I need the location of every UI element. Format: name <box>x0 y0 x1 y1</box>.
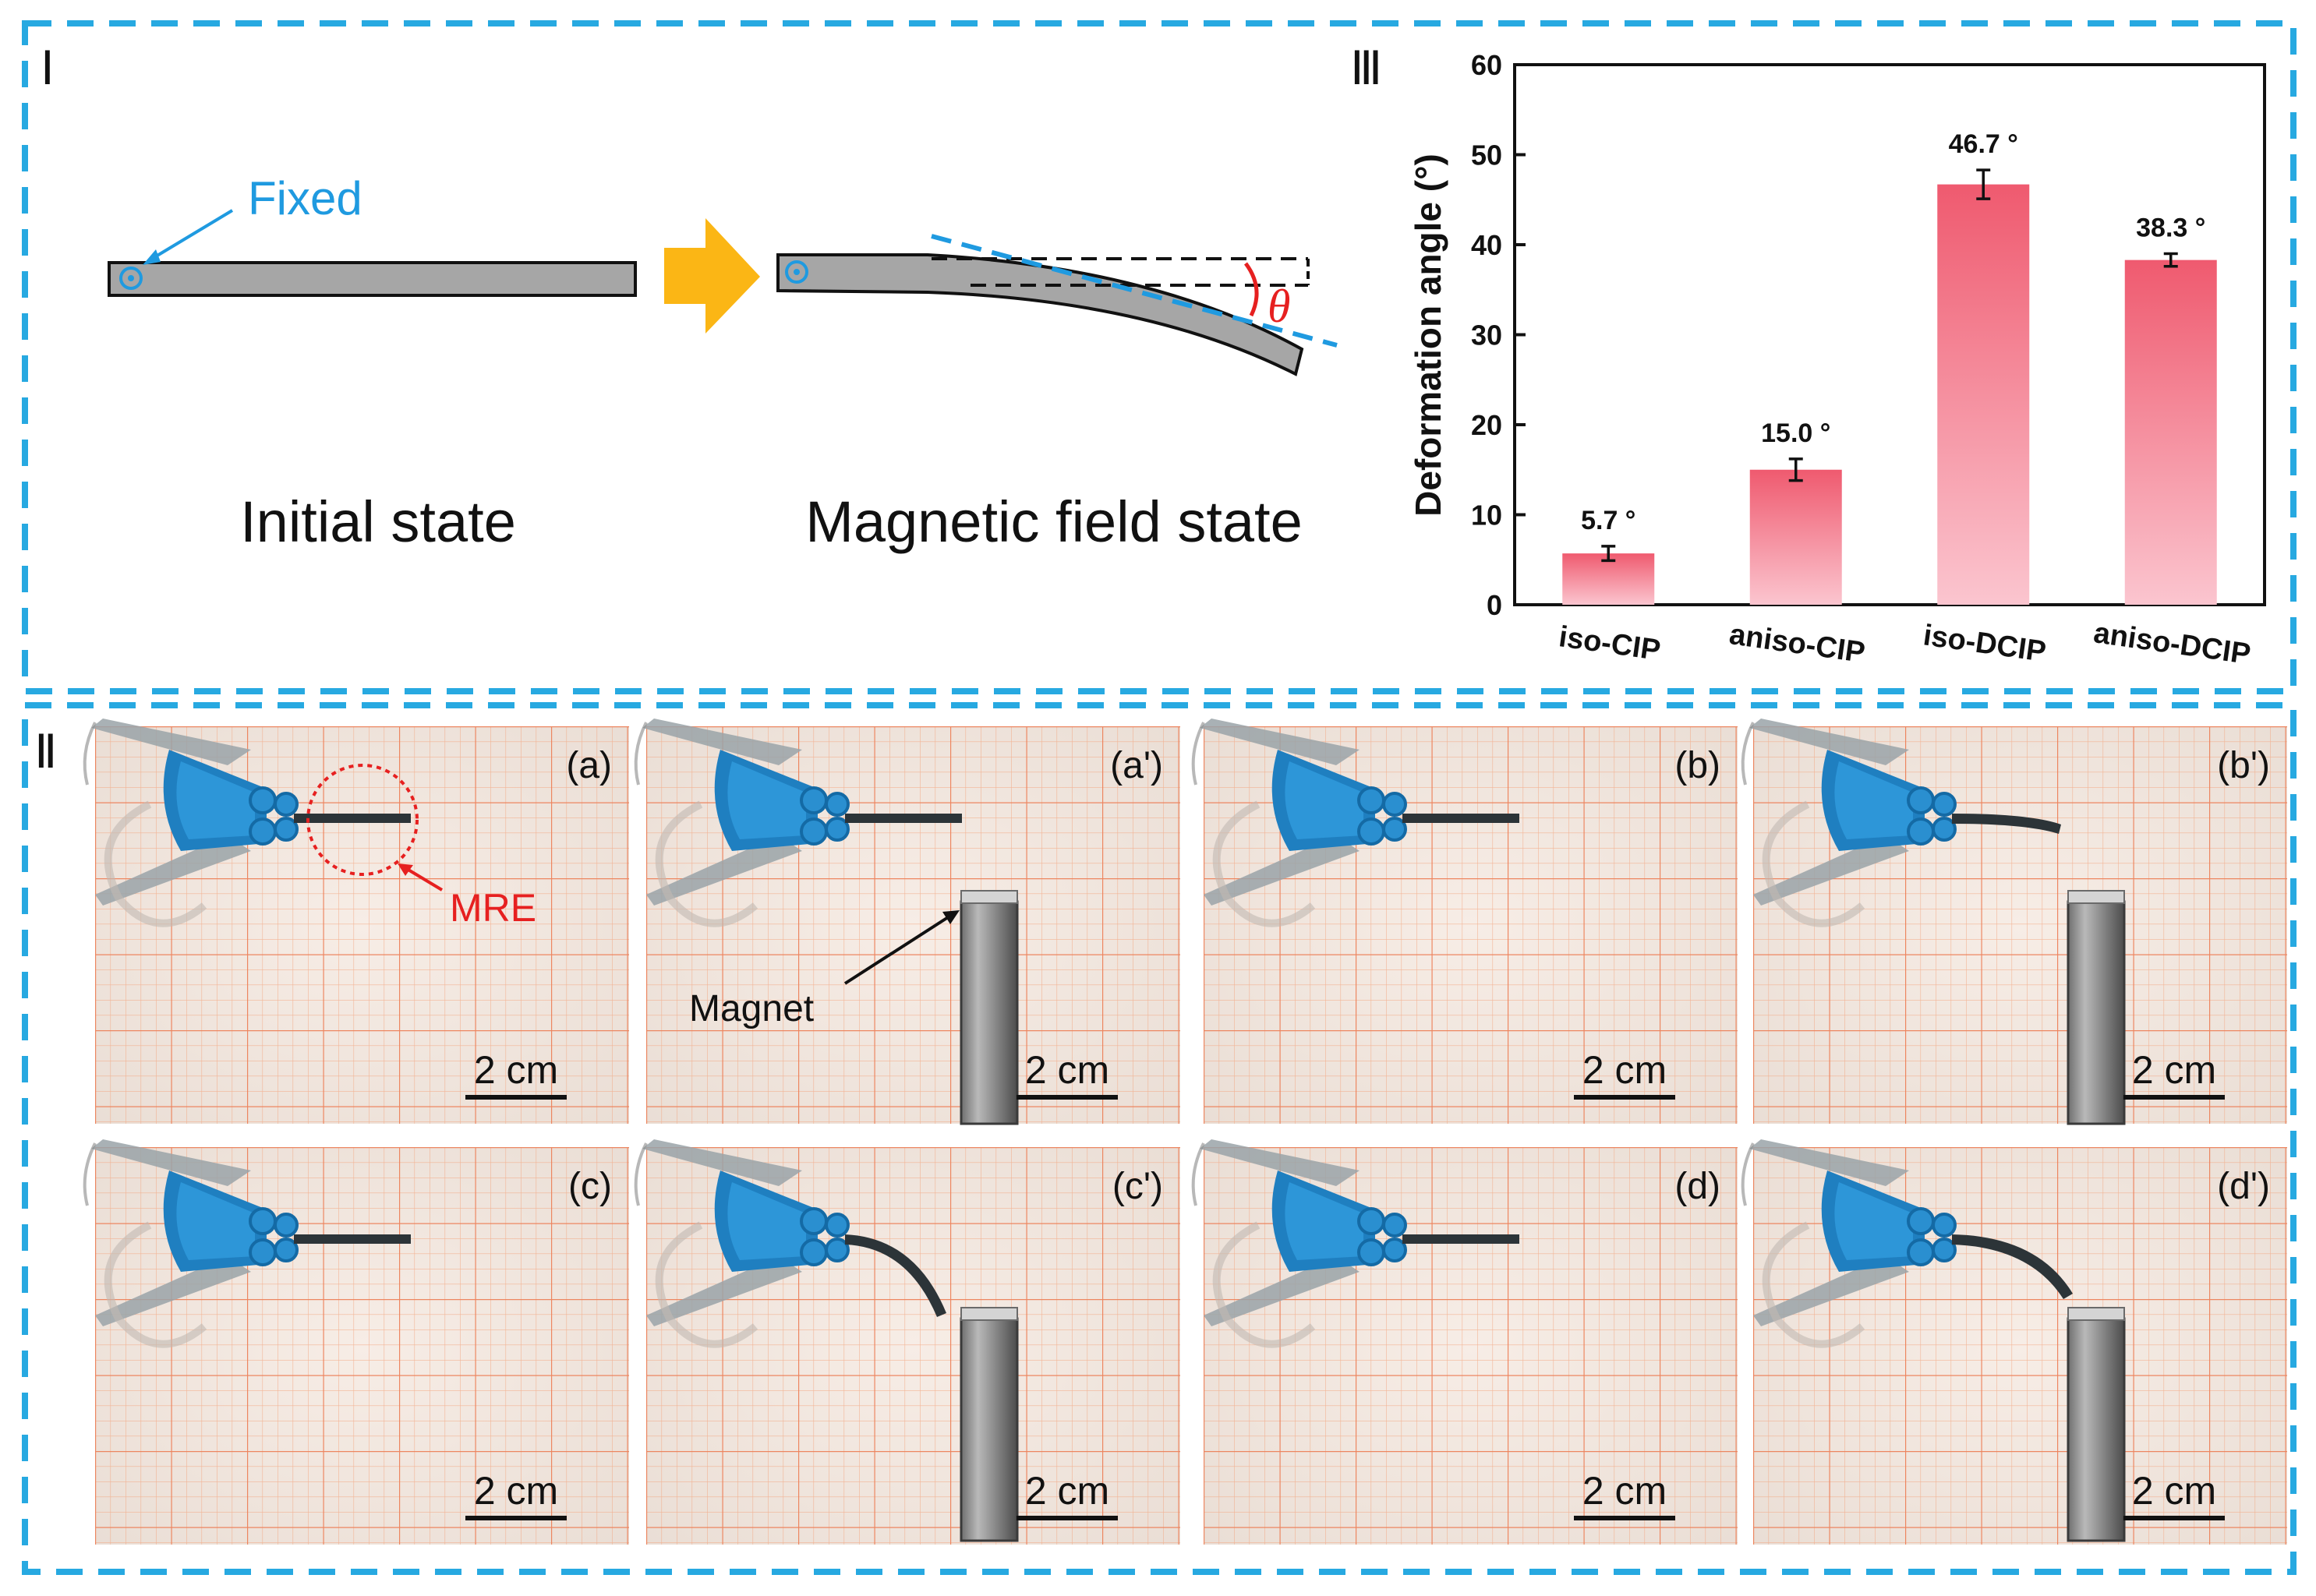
y-tick-label: 60 <box>1471 49 1502 81</box>
tangent-line <box>931 234 1338 348</box>
scale-bar-label: 2 cm <box>1025 1048 1109 1092</box>
y-tick-label: 0 <box>1487 589 1502 621</box>
caption-magnetic-field-state: Magnetic field state <box>805 489 1303 554</box>
y-axis-label: Deformation angle (°) <box>1408 154 1448 517</box>
fixed-point-deformed-icon <box>785 260 808 284</box>
magnet-pointer-arrowhead <box>942 910 960 924</box>
mre-strip <box>1952 1234 2073 1299</box>
fixed-pointer-arrowhead <box>143 249 161 265</box>
photo-panel: (b') 2 cm <box>1743 719 2287 1125</box>
magnet-body <box>960 900 1019 1125</box>
photo-panel: (d) 2 cm <box>1193 1139 1738 1545</box>
fixed-point-deformed-dot <box>794 269 800 275</box>
magnet-top <box>2067 890 2125 904</box>
photo-panel: (a) 2 cm MRE <box>85 719 629 1124</box>
photo-label: (d) <box>1674 1166 1720 1207</box>
magnet <box>960 1307 1019 1542</box>
mre-label: MRE <box>450 886 536 930</box>
mre-pointer-arrowhead <box>398 863 413 876</box>
bar-data-label: 5.7 ° <box>1581 506 1635 535</box>
scale-bar-label: 2 cm <box>1582 1048 1667 1092</box>
mre-strip <box>294 814 411 823</box>
mre-strip <box>1402 1234 1519 1244</box>
deformation-angle-chart: 0 10 20 30 40 50 60 5.7 ° iso-CIP 15.0 ° aniso-CI… <box>1408 49 2266 671</box>
scale-bar-label: 2 cm <box>474 1048 558 1092</box>
y-axis-ticks: 0 10 20 30 40 50 60 <box>1471 49 1526 621</box>
fixed-point-icon <box>119 267 143 290</box>
photo-panel: (c') 2 cm <box>636 1139 1180 1545</box>
category-label: aniso-DCIP <box>2091 616 2253 671</box>
category-label: iso-CIP <box>1557 620 1662 667</box>
y-tick-label: 20 <box>1471 409 1502 441</box>
bar-data-label: 46.7 ° <box>1949 129 2018 159</box>
magnet-body <box>2067 900 2126 1125</box>
frame-bottom <box>22 702 2297 1575</box>
magnet <box>960 890 1019 1125</box>
magnet-top <box>2067 1307 2125 1321</box>
transition-arrow-icon <box>664 218 760 334</box>
beam-deformed <box>776 253 1304 376</box>
caption-initial-state: Initial state <box>240 489 516 554</box>
y-tick-label: 10 <box>1471 500 1502 531</box>
magnet-body <box>960 1317 1019 1542</box>
bars-group: 5.7 ° iso-CIP 15.0 ° aniso-CIP 46.7 ° iso-DCI… <box>1557 129 2253 671</box>
beam-initial <box>108 261 637 297</box>
bar <box>1749 469 1842 605</box>
magnet-label: Magnet <box>689 988 814 1029</box>
y-tick-label: 50 <box>1471 139 1502 171</box>
photo-label: (c) <box>568 1166 612 1207</box>
y-tick-label: 40 <box>1471 229 1502 261</box>
mre-strip <box>845 814 962 823</box>
scale-bar-label: 2 cm <box>474 1469 558 1513</box>
magnet-pointer-line <box>843 912 956 985</box>
y-tick-label: 30 <box>1471 320 1502 351</box>
photo-label: (c') <box>1112 1166 1163 1207</box>
fixed-pointer-line <box>147 209 234 263</box>
mre-highlight-circle <box>306 764 419 876</box>
scale-bar-label: 2 cm <box>1025 1469 1109 1513</box>
photo-label: (b) <box>1674 745 1720 786</box>
angle-symbol: θ <box>1268 281 1290 332</box>
magnet-top <box>960 890 1018 904</box>
panel-label-I: Ⅰ <box>41 43 55 94</box>
scale-bar-label: 2 cm <box>2132 1469 2216 1513</box>
frame-top <box>22 20 2297 694</box>
photo-label: (d') <box>2217 1166 2270 1207</box>
panel-label-II: Ⅱ <box>34 726 58 778</box>
scale-bar-label: 2 cm <box>2132 1048 2216 1092</box>
bar <box>2124 260 2217 605</box>
schematic-panel: Fixed θ Initial state Magnetic field sta… <box>108 172 1338 554</box>
photo-panel: (c) 2 cm <box>85 1139 629 1545</box>
mre-pointer-line <box>401 865 444 892</box>
fixed-label: Fixed <box>248 172 362 224</box>
category-label: iso-DCIP <box>1922 619 2049 669</box>
photo-panel: (d') 2 cm <box>1743 1139 2287 1545</box>
magnet <box>2067 890 2126 1125</box>
mre-strip <box>294 1234 411 1244</box>
mre-strip <box>1402 814 1519 823</box>
photo-panel: (a') 2 cm Magnet <box>636 719 1180 1125</box>
panel-label-III: Ⅲ <box>1350 43 1382 94</box>
bar-data-label: 15.0 ° <box>1761 418 1830 448</box>
magnet-top <box>960 1307 1018 1321</box>
fixed-point-dot <box>128 275 134 281</box>
mre-strip <box>1952 814 2061 834</box>
angle-arc <box>1243 262 1259 317</box>
magnet <box>2067 1307 2126 1542</box>
photo-label: (b') <box>2217 745 2270 786</box>
mre-strip <box>845 1234 946 1317</box>
magnet-body <box>2067 1317 2126 1542</box>
photo-label: (a') <box>1110 745 1163 786</box>
scale-bar-label: 2 cm <box>1582 1469 1667 1513</box>
photo-label: (a) <box>566 745 612 786</box>
photo-panel: (b) 2 cm <box>1193 719 1738 1124</box>
bar <box>1937 184 2030 606</box>
bar-data-label: 38.3 ° <box>2136 214 2205 243</box>
category-label: aniso-CIP <box>1727 618 1867 669</box>
